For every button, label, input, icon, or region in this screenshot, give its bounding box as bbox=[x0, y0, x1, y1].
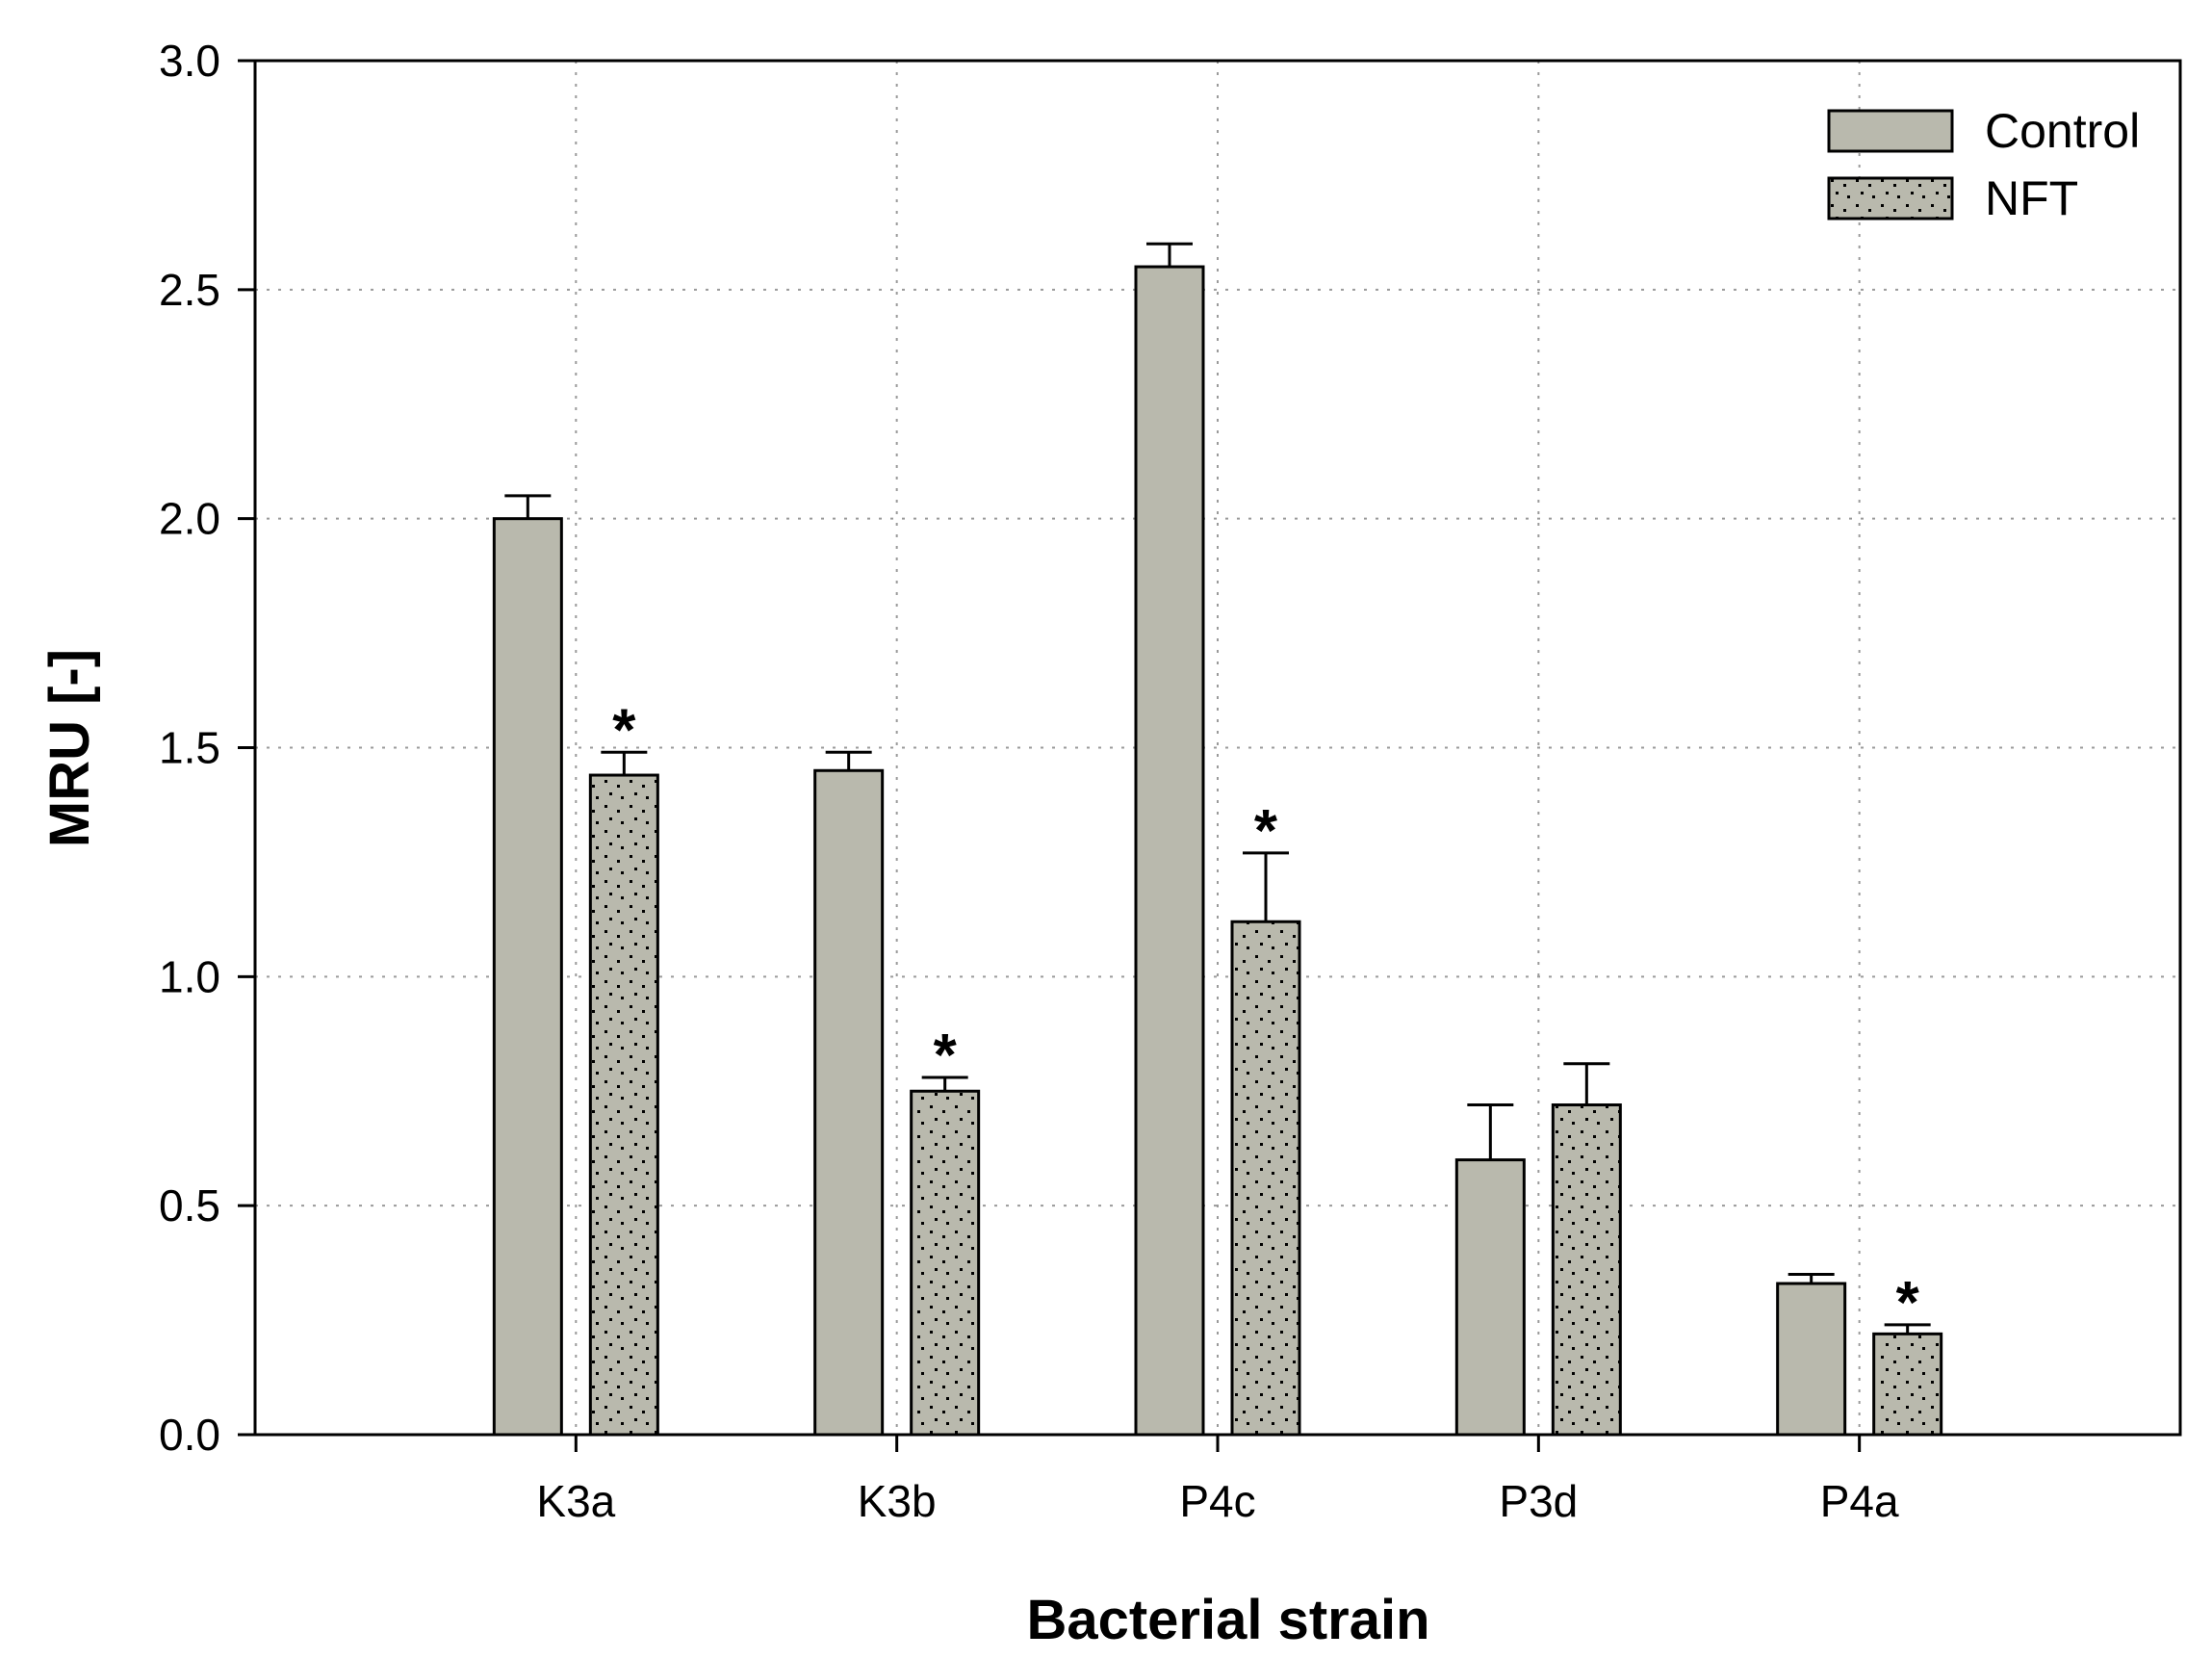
y-tick-label: 1.0 bbox=[159, 951, 220, 1001]
significance-marker-k3a: * bbox=[612, 697, 636, 764]
significance-marker-k3b: * bbox=[934, 1023, 958, 1089]
bar-control-p4a bbox=[1776, 1282, 1847, 1437]
y-tick-label: 2.0 bbox=[159, 494, 220, 544]
bars: * * * * bbox=[492, 242, 1943, 1437]
y-tick-label: 3.0 bbox=[159, 36, 220, 86]
significance-marker-p4c: * bbox=[1254, 798, 1278, 865]
bar-control-p4c bbox=[1134, 265, 1205, 1437]
legend-label-nft: NFT bbox=[1985, 171, 2078, 225]
y-tick-label: 2.5 bbox=[159, 265, 220, 315]
legend-swatch-control bbox=[1827, 109, 1954, 153]
x-tick-label-p4c: P4c bbox=[1179, 1476, 1255, 1526]
y-tick-label: 1.5 bbox=[159, 723, 220, 773]
bar-nft-k3a bbox=[588, 773, 659, 1437]
gridlines bbox=[255, 61, 2180, 1435]
legend-label-control: Control bbox=[1985, 104, 2140, 158]
x-tick-label-k3b: K3b bbox=[858, 1476, 937, 1526]
y-tick-label: 0.5 bbox=[159, 1180, 220, 1231]
y-tick-label: 0.0 bbox=[159, 1410, 220, 1460]
bar-control-p3d bbox=[1454, 1158, 1526, 1437]
x-tick-label-k3a: K3a bbox=[536, 1476, 615, 1526]
plot-frame bbox=[253, 59, 2182, 1437]
bar-nft-p4a bbox=[1872, 1332, 1943, 1437]
y-axis-title: MRU [-] bbox=[39, 649, 101, 847]
bar-control-k3b bbox=[813, 768, 885, 1437]
significance-marker-p4a: * bbox=[1896, 1270, 1920, 1336]
x-tick-label-p4a: P4a bbox=[1820, 1476, 1899, 1526]
legend: Control NFT bbox=[1827, 104, 2140, 225]
bar-control-k3a bbox=[492, 517, 563, 1437]
bar-nft-p4c bbox=[1230, 920, 1301, 1437]
bar-nft-k3b bbox=[910, 1089, 981, 1437]
x-axis-title: Bacterial strain bbox=[1026, 1589, 1429, 1651]
bar-nft-p3d bbox=[1551, 1103, 1622, 1437]
legend-swatch-nft bbox=[1827, 176, 1954, 220]
axes: 0.0 0.5 1.0 1.5 2.0 2.5 3.0 K3a K3b P4c P3d P4a bbox=[159, 36, 2182, 1526]
x-tick-label-p3d: P3d bbox=[1499, 1476, 1578, 1526]
